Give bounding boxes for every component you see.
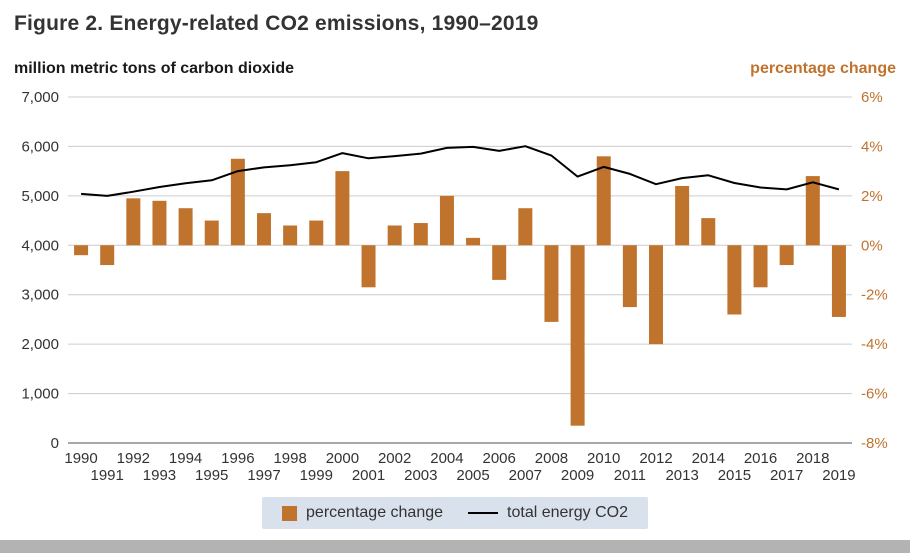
axis-titles-row: million metric tons of carbon dioxide pe… [14,60,896,78]
left-tick-2000: 2,000 [21,336,59,353]
x-label-1993: 1993 [143,467,176,484]
left-tick-3000: 3,000 [21,287,59,304]
left-tick-5000: 5,000 [21,188,59,205]
percentage-change-swatch [282,505,298,521]
bar-2016 [753,245,768,288]
bar-1991 [100,245,115,266]
bar-1993 [152,200,167,246]
legend-line-label: total energy CO2 [507,504,628,521]
x-label-2004: 2004 [430,450,463,467]
bar-2018 [805,176,820,246]
bar-1999 [309,220,324,246]
x-label-2001: 2001 [352,467,385,484]
x-label-2005: 2005 [456,467,489,484]
right-tick-2: 2% [861,188,883,205]
x-label-2002: 2002 [378,450,411,467]
bar-2004 [439,195,454,246]
x-label-2013: 2013 [665,467,698,484]
left-tick-6000: 6,000 [21,138,59,155]
x-label-1996: 1996 [221,450,254,467]
chart-area: 7,000 6,000 5,000 4,000 3,000 2,000 1,000 0 6% 4%… [0,85,910,490]
x-label-2018: 2018 [796,450,829,467]
x-label-1997: 1997 [247,467,280,484]
x-label-1992: 1992 [117,450,150,467]
x-label-2016: 2016 [744,450,777,467]
right-tick--8: -8% [861,435,888,452]
x-label-2017: 2017 [770,467,803,484]
figure-title: Figure 2. Energy-related CO2 emissions, … [14,12,539,35]
bar-2019 [831,245,846,317]
legend-bar-label: percentage change [306,504,444,521]
chart-svg: 7,000 6,000 5,000 4,000 3,000 2,000 1,000 0 6% 4%… [21,89,888,484]
x-label-2012: 2012 [639,450,672,467]
legend: percentage change total energy CO2 [262,497,648,529]
total-co2-line-swatch [468,512,499,514]
left-tick-0: 0 [51,435,59,452]
x-label-1990: 1990 [64,450,97,467]
left-tick-7000: 7,000 [21,89,59,106]
right-tick--4: -4% [861,336,888,353]
right-tick--2: -2% [861,287,888,304]
x-label-1998: 1998 [273,450,306,467]
x-label-2008: 2008 [535,450,568,467]
total-energy-co2-line [81,145,840,197]
bar-2000 [335,171,350,246]
bar-2002 [387,225,402,246]
bar-1994 [178,208,193,246]
bar-2008 [544,245,559,322]
x-label-1994: 1994 [169,450,202,467]
bar-2006 [492,245,507,280]
right-tick--6: -6% [861,386,888,403]
right-axis-title: percentage change [750,60,896,77]
right-tick-6: 6% [861,89,883,106]
x-label-1991: 1991 [91,467,124,484]
bar-2007 [518,208,533,246]
left-tick-1000: 1,000 [21,386,59,403]
x-label-2015: 2015 [718,467,751,484]
x-label-2011: 2011 [614,467,646,484]
bar-2013 [675,185,690,246]
x-label-1995: 1995 [195,467,228,484]
bar-2009 [570,245,585,426]
bar-2005 [466,237,481,246]
x-label-2014: 2014 [692,450,725,467]
bar-2012 [649,245,663,345]
left-tick-4000: 4,000 [21,237,59,254]
bar-2014 [701,218,716,246]
x-label-2009: 2009 [561,467,594,484]
bar-2001 [361,245,376,288]
bar-1990 [74,245,89,256]
bar-2010 [596,156,611,246]
right-tick-0: 0% [861,237,883,254]
bar-1998 [283,225,298,246]
bar-1996 [230,158,245,246]
right-tick-4: 4% [861,138,883,155]
x-label-2019: 2019 [822,467,855,484]
bar-1995 [204,220,219,246]
x-label-2000: 2000 [326,450,359,467]
bar-1997 [257,213,271,246]
footer-bar [0,540,910,553]
bar-2015 [727,245,742,315]
left-axis-title: million metric tons of carbon dioxide [14,60,295,77]
x-label-2003: 2003 [404,467,437,484]
bar-1992 [126,198,141,246]
x-label-2010: 2010 [587,450,620,467]
bar-2011 [622,245,637,308]
bar-2003 [413,223,428,246]
x-label-1999: 1999 [300,467,333,484]
x-label-2007: 2007 [509,467,542,484]
bar-2017 [779,245,794,266]
x-label-2006: 2006 [483,450,516,467]
